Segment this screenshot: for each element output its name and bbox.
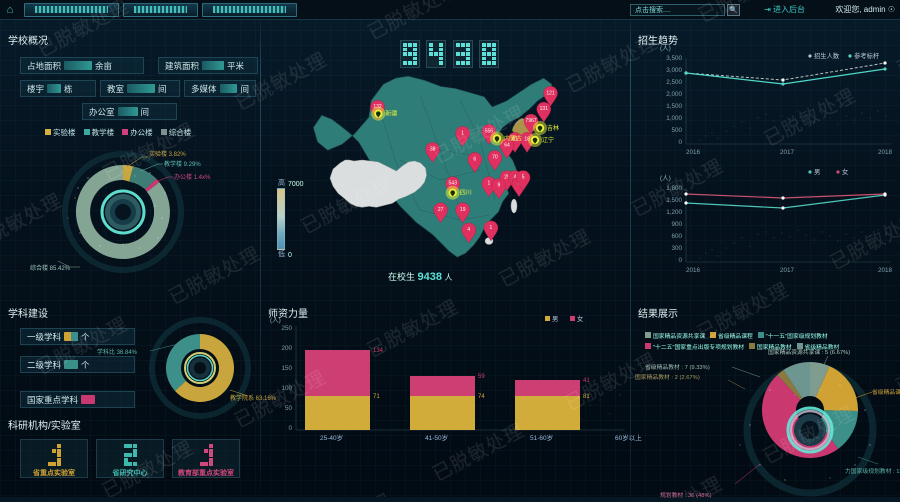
svg-text:900: 900	[671, 221, 682, 228]
svg-text:(人): (人)	[270, 316, 281, 324]
svg-text:500: 500	[671, 127, 682, 134]
svg-text:0: 0	[288, 425, 292, 432]
svg-text:25-40岁: 25-40岁	[320, 433, 343, 442]
svg-text:2016: 2016	[686, 149, 701, 156]
svg-text:100: 100	[281, 385, 292, 392]
svg-text:3,000: 3,000	[666, 67, 682, 74]
svg-text:综合楼 85.42%: 综合楼 85.42%	[30, 264, 71, 272]
svg-text:2017: 2017	[780, 149, 795, 156]
svg-text:0: 0	[678, 139, 682, 146]
svg-text:办公楼 1.4x%: 办公楼 1.4x%	[174, 173, 211, 181]
svg-text:134: 134	[373, 348, 384, 354]
svg-text:2018: 2018	[878, 149, 893, 156]
svg-text:51-60岁: 51-60岁	[530, 433, 553, 442]
svg-text:0: 0	[678, 257, 682, 264]
svg-text:74: 74	[478, 394, 485, 400]
svg-text:教学楼 9.29%: 教学楼 9.29%	[164, 160, 201, 168]
svg-text:200: 200	[281, 345, 292, 352]
svg-text:女: 女	[842, 167, 848, 176]
svg-text:60岁以上: 60岁以上	[615, 433, 642, 442]
svg-text:1,500: 1,500	[666, 197, 682, 204]
svg-text:2016: 2016	[686, 267, 701, 274]
svg-text:71: 71	[373, 394, 380, 400]
svg-text:1,200: 1,200	[666, 209, 682, 216]
svg-text:实验楼 3.82%: 实验楼 3.82%	[149, 150, 186, 158]
svg-text:3,500: 3,500	[666, 55, 682, 62]
svg-text:59: 59	[478, 374, 485, 380]
svg-text:50: 50	[285, 405, 293, 412]
svg-text:男: 男	[552, 315, 558, 323]
svg-text:省级精品课程 : 14 (18.67%): 省级精品课程 : 14 (18.67%)	[872, 388, 900, 396]
svg-text:(人): (人)	[660, 174, 671, 182]
svg-text:力国家级规划教材 : 11 (14.67%): 力国家级规划教材 : 11 (14.67%)	[845, 467, 900, 475]
svg-text:300: 300	[671, 245, 682, 252]
svg-text:女: 女	[577, 314, 583, 323]
svg-text:1,000: 1,000	[666, 115, 682, 122]
svg-text:250: 250	[281, 325, 292, 332]
svg-text:参考标杆: 参考标杆	[854, 51, 880, 60]
svg-text:41: 41	[583, 378, 590, 384]
svg-text:1,800: 1,800	[666, 185, 682, 192]
svg-text:2,500: 2,500	[666, 79, 682, 86]
svg-text:规划教材 : 36 (48%): 规划教材 : 36 (48%)	[660, 491, 712, 499]
svg-text:41-50岁: 41-50岁	[425, 433, 448, 442]
svg-text:600: 600	[671, 233, 682, 240]
svg-text:2,000: 2,000	[666, 91, 682, 98]
svg-text:学科比 36.84%: 学科比 36.84%	[97, 348, 138, 356]
svg-text:150: 150	[281, 365, 292, 372]
svg-text:国家精品资源共享课 : 5 (6.67%): 国家精品资源共享课 : 5 (6.67%)	[768, 348, 850, 356]
svg-text:2017: 2017	[780, 267, 795, 274]
svg-text:男: 男	[814, 168, 820, 176]
svg-text:(人): (人)	[660, 44, 671, 52]
svg-text:81: 81	[583, 394, 590, 400]
svg-text:1,500: 1,500	[666, 103, 682, 110]
svg-text:招生人数: 招生人数	[814, 51, 840, 60]
svg-text:2018: 2018	[878, 267, 893, 274]
